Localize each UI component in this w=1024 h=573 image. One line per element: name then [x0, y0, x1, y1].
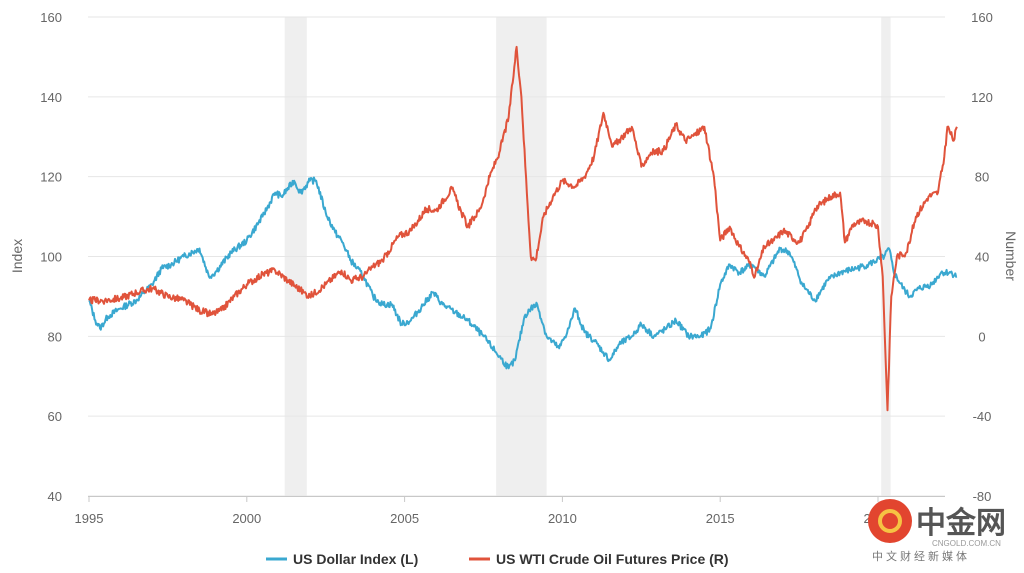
- x-tick-label: 2010: [548, 511, 577, 526]
- logo-tagline-text: 中文财经新媒体: [872, 549, 970, 563]
- x-tick-label: 1995: [75, 511, 104, 526]
- legend-label-dollar: US Dollar Index (L): [293, 551, 418, 567]
- right-tick-label: 120: [971, 90, 993, 105]
- x-axis: 199520002005201020152020: [75, 496, 945, 526]
- logo-emblem-icon: [868, 499, 912, 543]
- series-line-wti-oil: [88, 45, 958, 412]
- x-tick-label: 2015: [706, 511, 735, 526]
- legend: US Dollar Index (L) US WTI Crude Oil Fut…: [266, 551, 729, 567]
- left-axis-ticks: 40 60 80 100 120 140 160: [40, 10, 62, 504]
- right-tick-label: 80: [975, 170, 989, 185]
- series-lines: [88, 45, 958, 412]
- left-tick-label: 160: [40, 10, 62, 25]
- x-tick-label: 2000: [232, 511, 261, 526]
- left-tick-label: 140: [40, 90, 62, 105]
- right-tick-label: 0: [978, 329, 985, 344]
- right-axis-title: Number: [1003, 231, 1019, 281]
- logo-brand-text: 中金网: [916, 506, 1006, 541]
- logo-emblem-inner-icon: [878, 509, 902, 533]
- watermark-logo: 中金网 CNGOLD.COM.CN 中文财经新媒体: [868, 499, 1006, 563]
- logo-domain-text: CNGOLD.COM.CN: [932, 539, 1001, 548]
- legend-label-oil: US WTI Crude Oil Futures Price (R): [496, 551, 729, 567]
- right-tick-label: 160: [971, 10, 993, 25]
- right-tick-label: -40: [973, 409, 992, 424]
- left-tick-label: 40: [48, 489, 62, 504]
- left-tick-label: 100: [40, 250, 62, 265]
- left-axis-title: Index: [9, 239, 25, 273]
- left-tick-label: 80: [48, 329, 62, 344]
- right-tick-label: -80: [973, 489, 992, 504]
- left-tick-label: 60: [48, 409, 62, 424]
- series-line-dollar-index: [88, 176, 958, 370]
- left-tick-label: 120: [40, 170, 62, 185]
- right-tick-label: 40: [975, 250, 989, 265]
- x-tick-label: 2005: [390, 511, 419, 526]
- right-axis-ticks: -80 -40 0 40 80 120 160: [971, 10, 993, 504]
